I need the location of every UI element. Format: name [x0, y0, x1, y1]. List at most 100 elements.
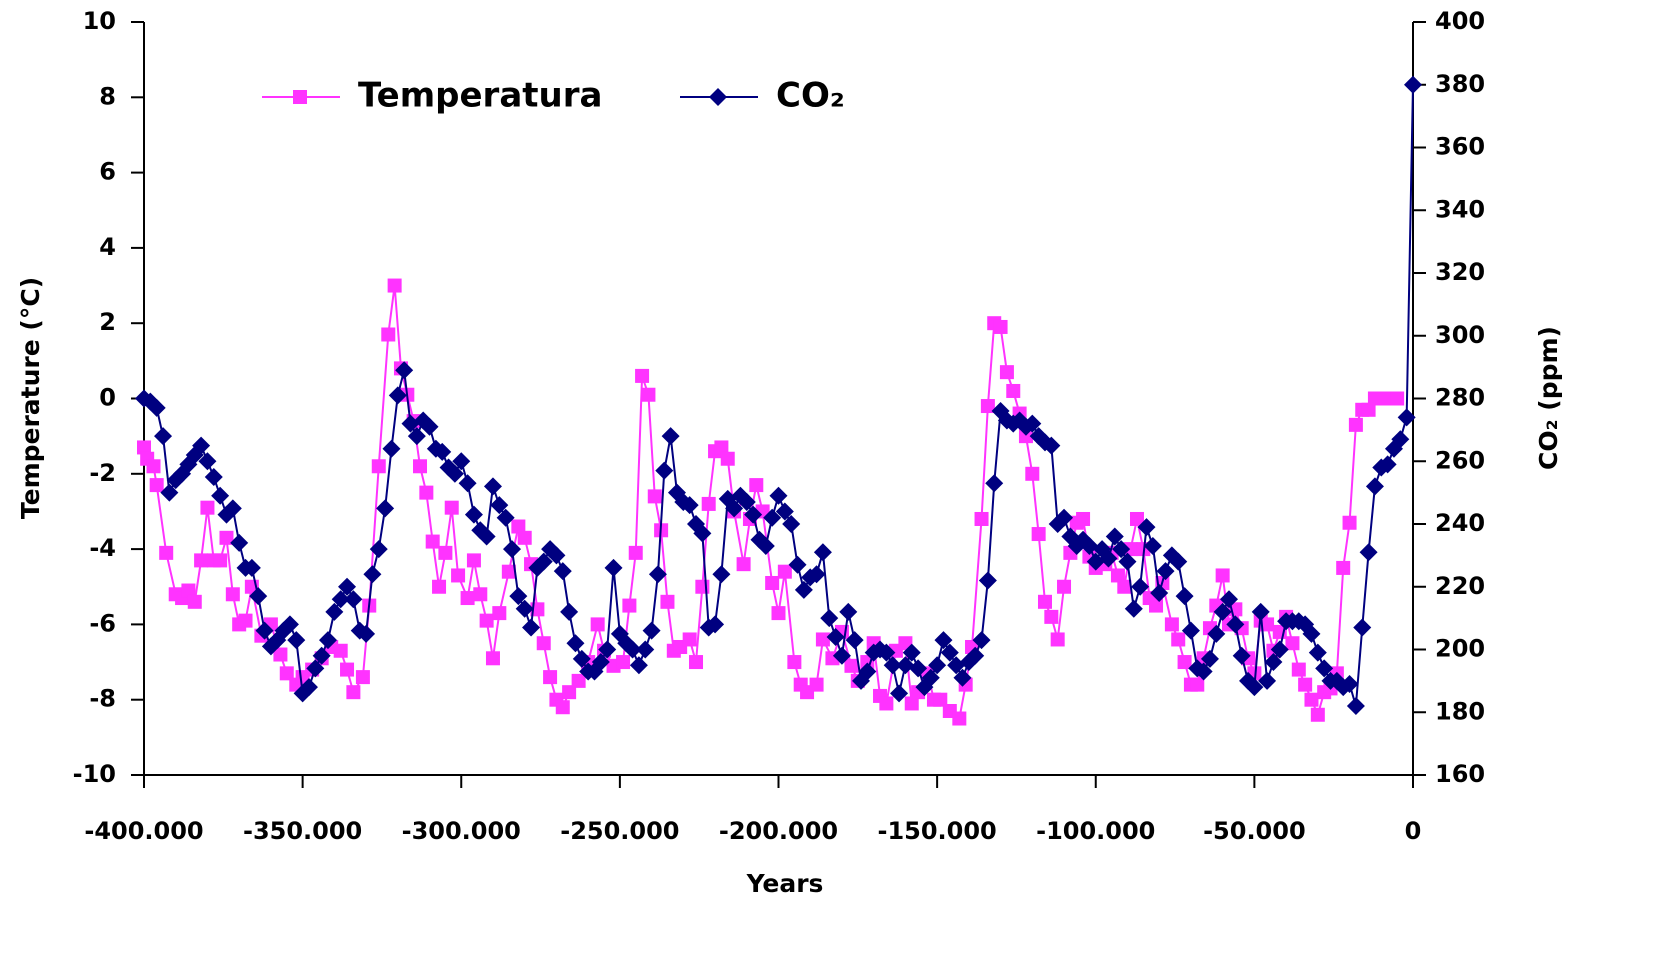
square-marker	[381, 327, 396, 342]
square-marker	[517, 530, 532, 545]
diamond-marker	[395, 361, 414, 380]
square-marker	[279, 666, 294, 681]
diamond-marker	[1359, 543, 1378, 562]
diamond-marker	[972, 631, 991, 650]
diamond-marker	[407, 427, 426, 446]
square-marker	[616, 655, 631, 670]
legend-label: Temperatura	[358, 76, 602, 116]
square-marker	[904, 696, 919, 711]
diamond-marker	[1194, 662, 1213, 681]
diamond-marker	[1118, 552, 1137, 571]
x-tick-label: 0	[1405, 817, 1422, 845]
y2-tick-label: 400	[1435, 7, 1485, 35]
diamond-marker	[483, 477, 502, 496]
diamond-marker	[464, 505, 483, 524]
square-marker	[425, 534, 440, 549]
diamond-marker	[1270, 640, 1289, 659]
square-marker	[952, 711, 967, 726]
square-marker	[1037, 594, 1052, 609]
diamond-marker	[287, 631, 306, 650]
diamond-marker	[1055, 508, 1074, 527]
square-marker	[1164, 617, 1179, 632]
diamond-marker	[1245, 678, 1264, 697]
diamond-marker	[1200, 649, 1219, 668]
square-marker	[980, 399, 995, 414]
square-marker	[333, 643, 348, 658]
y2-tick-label: 380	[1435, 70, 1485, 98]
diamond-marker	[953, 668, 972, 687]
y-tick-label: -10	[73, 760, 116, 788]
diamond-marker	[325, 602, 344, 621]
square-marker	[473, 587, 488, 602]
square-marker	[501, 564, 516, 579]
square-marker	[200, 500, 215, 515]
square-marker	[479, 613, 494, 628]
diamond-marker	[319, 631, 338, 650]
diamond-marker	[204, 467, 223, 486]
square-marker	[933, 692, 948, 707]
diamond-marker	[490, 496, 509, 515]
diamond-marker	[376, 499, 395, 518]
square-marker	[641, 387, 656, 402]
diamond-marker	[160, 483, 179, 502]
square-marker	[444, 500, 459, 515]
diamond-marker	[629, 656, 648, 675]
diamond-marker	[883, 656, 902, 675]
square-marker	[466, 553, 481, 568]
diamond-marker	[363, 565, 382, 584]
square-marker	[1018, 429, 1033, 444]
y-tick-label: 10	[83, 7, 116, 35]
square-marker	[1025, 466, 1040, 481]
diamond-marker	[477, 527, 496, 546]
diamond-marker	[312, 646, 331, 665]
diamond-marker	[890, 684, 909, 703]
diamond-marker	[1226, 615, 1245, 634]
square-marker	[1149, 598, 1164, 613]
legend-label: CO₂	[776, 76, 845, 116]
diamond-marker	[1150, 584, 1169, 603]
square-marker	[771, 606, 786, 621]
x-tick-label: -350.000	[243, 817, 362, 845]
diamond-marker	[1086, 552, 1105, 571]
square-marker	[1171, 632, 1186, 647]
diamond-marker	[985, 474, 1004, 493]
diamond-marker	[1099, 549, 1118, 568]
y-tick-label: -8	[89, 685, 116, 713]
square-marker	[340, 662, 355, 677]
diamond-marker	[1156, 562, 1175, 581]
diamond-marker	[1023, 414, 1042, 433]
square-marker	[137, 440, 151, 455]
square-marker	[273, 647, 288, 662]
diamond-marker	[623, 640, 642, 659]
square-marker	[1190, 677, 1205, 692]
diamond-marker	[1042, 436, 1061, 455]
diamond-marker	[1105, 527, 1124, 546]
square-marker	[149, 478, 164, 493]
diamond-marker	[445, 464, 464, 483]
diamond-marker	[934, 631, 953, 650]
diamond-marker	[198, 452, 217, 471]
diamond-marker	[775, 502, 794, 521]
square-marker	[438, 545, 453, 560]
y2-tick-label: 220	[1435, 572, 1485, 600]
square-marker	[622, 598, 637, 613]
diamond-marker	[1346, 696, 1365, 715]
square-marker	[413, 459, 428, 474]
square-marker	[511, 519, 526, 534]
diamond-marker	[242, 558, 261, 577]
square-marker	[1129, 511, 1144, 526]
diamond-marker	[299, 678, 318, 697]
square-marker	[536, 636, 551, 651]
y2-tick-label: 360	[1435, 133, 1485, 161]
diamond-marker	[1213, 602, 1232, 621]
square-marker	[1291, 662, 1306, 677]
square-marker	[460, 591, 475, 606]
square-marker	[543, 670, 558, 685]
diamond-marker	[401, 414, 420, 433]
diamond-marker	[1131, 577, 1150, 596]
square-marker	[571, 673, 586, 688]
diamond-marker	[877, 643, 896, 662]
square-marker	[660, 594, 675, 609]
square-marker	[238, 613, 253, 628]
